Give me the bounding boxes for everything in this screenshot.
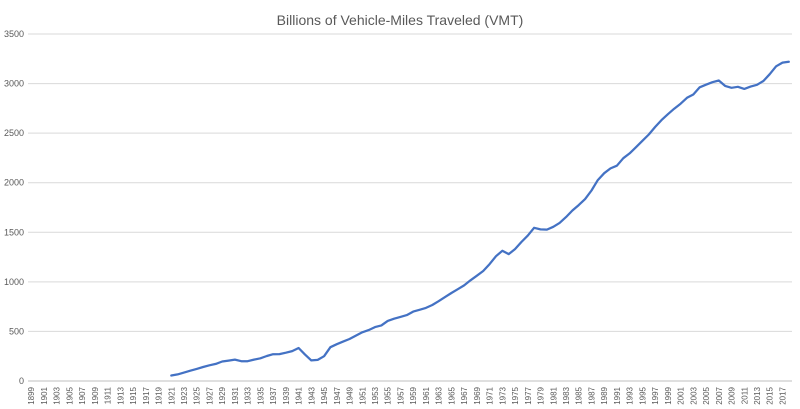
x-tick-label: 1983 [562, 386, 571, 404]
x-tick-label: 1973 [498, 386, 507, 404]
x-tick-label: 1949 [346, 386, 355, 404]
x-tick-label: 1911 [104, 386, 113, 404]
x-tick-label: 1995 [638, 386, 647, 404]
x-tick-label: 1947 [333, 386, 342, 404]
x-tick-label: 1901 [40, 386, 49, 404]
x-tick-label: 1915 [129, 386, 138, 404]
y-tick-labels: 0 500 1000 1500 2000 2500 3000 3500 [4, 29, 24, 386]
x-tick-labels: 1899 1901 1903 1905 1907 1909 1911 1913 1915 1917… [27, 386, 787, 404]
x-tick-label: 2015 [766, 386, 775, 404]
x-tick-label: 1967 [460, 386, 469, 404]
y-tick-label: 3000 [4, 79, 24, 89]
x-tick-label: 1929 [218, 386, 227, 404]
x-tick-label: 1959 [409, 386, 418, 404]
x-tick-label: 1903 [53, 386, 62, 404]
x-tick-label: 1933 [244, 386, 253, 404]
x-tick-label: 1977 [524, 386, 533, 404]
x-tick-label: 1923 [180, 386, 189, 404]
x-tick-label: 1913 [116, 386, 125, 404]
series-line [170, 60, 790, 377]
gridlines [28, 33, 792, 332]
x-tick-label: 1931 [231, 386, 240, 404]
x-tick-label: 1985 [575, 386, 584, 404]
x-tick-label: 1957 [396, 386, 405, 404]
x-tick-label: 2005 [702, 386, 711, 404]
x-tick-label: 1919 [155, 386, 164, 404]
y-tick-label: 500 [9, 326, 24, 336]
x-tick-label: 2017 [778, 386, 787, 404]
x-tick-label: 1961 [422, 386, 431, 404]
x-tick-label: 1955 [384, 386, 393, 404]
x-tick-label: 1989 [600, 386, 609, 404]
x-tick-label: 1965 [447, 386, 456, 404]
x-tick-label: 1975 [511, 386, 520, 404]
x-tick-label: 1963 [435, 386, 444, 404]
x-tick-label: 2001 [677, 386, 686, 404]
x-tick-label: 1969 [473, 386, 482, 404]
x-tick-label: 1991 [613, 386, 622, 404]
x-tick-label: 1981 [549, 386, 558, 404]
x-tick-label: 2011 [740, 386, 749, 404]
y-tick-label: 1500 [4, 227, 24, 237]
x-tick-label: 1909 [91, 386, 100, 404]
x-tick-label: 1907 [78, 386, 87, 404]
x-tick-label: 1935 [256, 386, 265, 404]
y-tick-label: 0 [19, 376, 24, 386]
x-tick-label: 1951 [358, 386, 367, 404]
x-tick-label: 1943 [307, 386, 316, 404]
x-tick-label: 1939 [282, 386, 291, 404]
x-tick-label: 1899 [27, 386, 36, 404]
x-tick-label: 2007 [715, 386, 724, 404]
x-tick-label: 1945 [320, 386, 329, 404]
y-tick-label: 2000 [4, 178, 24, 188]
x-tick-label: 1987 [587, 386, 596, 404]
x-tick-label: 1921 [167, 386, 176, 404]
x-tick-label: 1993 [626, 386, 635, 404]
y-tick-label: 3500 [4, 29, 24, 39]
x-tick-label: 1953 [371, 386, 380, 404]
x-tick-label: 1905 [65, 386, 74, 404]
chart-title: Billions of Vehicle-Miles Traveled (VMT) [276, 12, 524, 28]
x-tick-label: 1925 [193, 386, 202, 404]
x-tick-label: 1979 [537, 386, 546, 404]
series-group [170, 60, 790, 377]
x-tick-label: 1917 [142, 386, 151, 404]
x-tick-label: 1997 [651, 386, 660, 404]
x-tick-label: 1999 [664, 386, 673, 404]
x-tick-label: 1941 [295, 386, 304, 404]
x-tick-label: 1927 [205, 386, 214, 404]
x-tick-label: 1971 [486, 386, 495, 404]
y-tick-label: 1000 [4, 277, 24, 287]
x-tick-label: 1937 [269, 386, 278, 404]
x-tick-label: 2013 [753, 386, 762, 404]
x-tick-label: 2003 [689, 386, 698, 404]
x-tick-label: 2009 [728, 386, 737, 404]
y-tick-label: 2500 [4, 128, 24, 138]
